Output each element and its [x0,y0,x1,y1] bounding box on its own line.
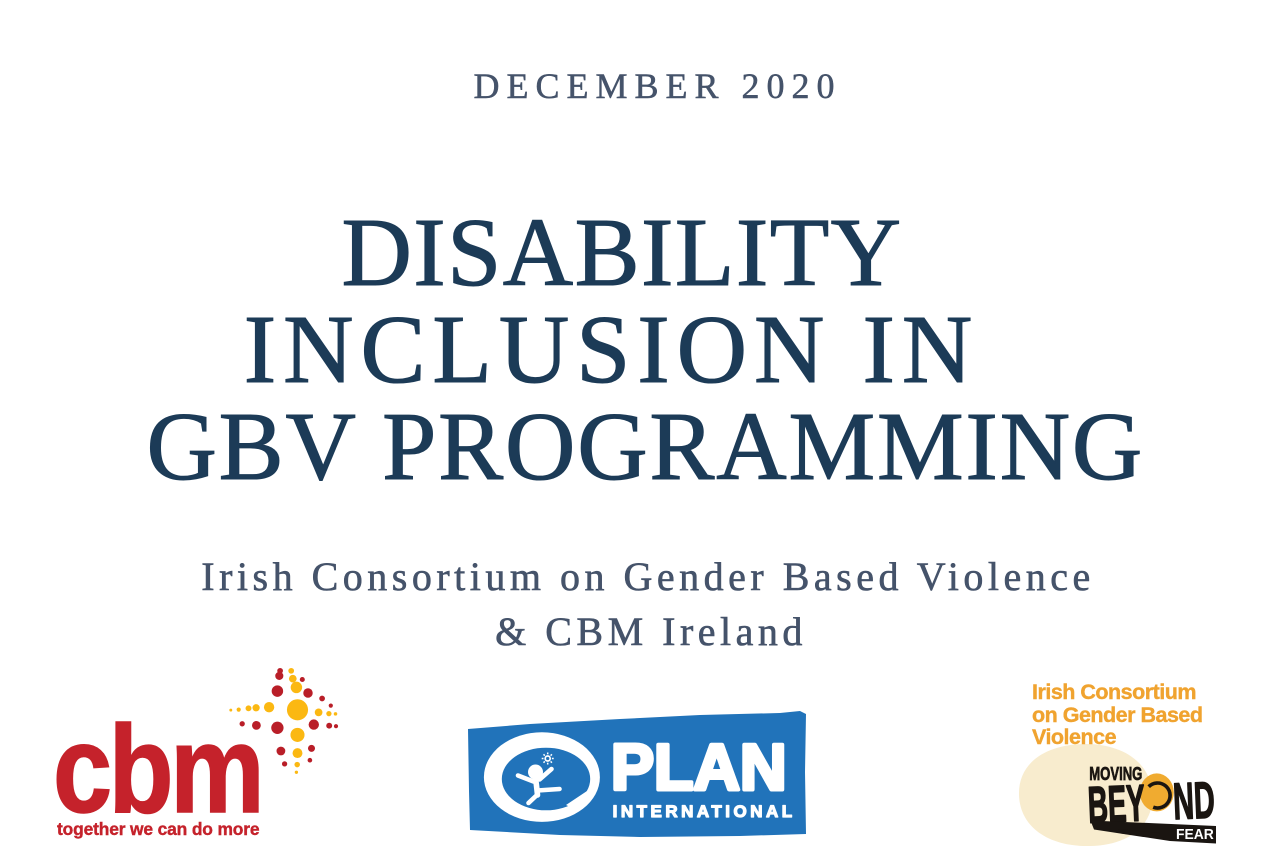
svg-text:PLAN: PLAN [611,732,787,804]
svg-text:INTERNATIONAL: INTERNATIONAL [613,802,796,821]
svg-text:FEAR: FEAR [1176,827,1214,843]
svg-text:MOVING: MOVING [1089,763,1142,784]
svg-text:ND: ND [1172,770,1216,830]
